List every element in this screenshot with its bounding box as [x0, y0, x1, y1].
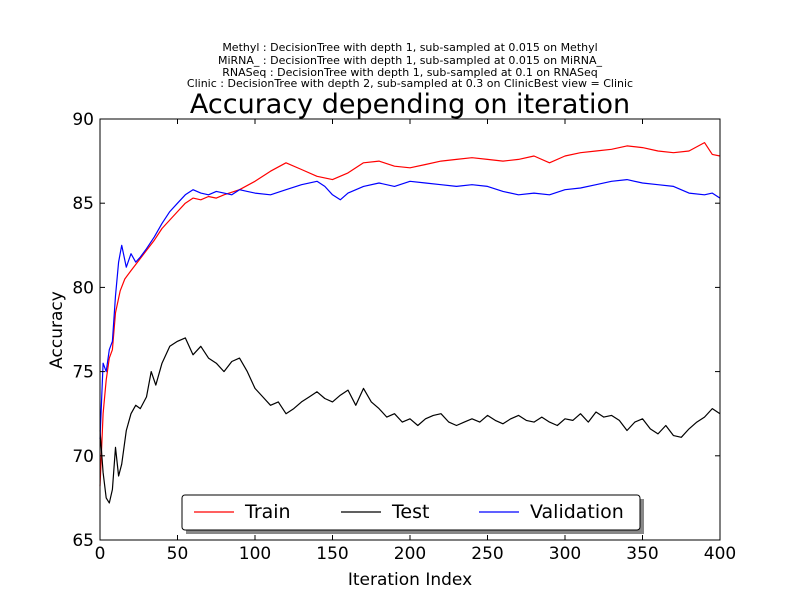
y-tick-label: 85 — [72, 194, 94, 214]
x-tick-label: 0 — [95, 544, 106, 564]
series-line-test — [99, 337, 721, 504]
y-tick-label: 80 — [72, 278, 94, 298]
x-tick-label: 150 — [316, 544, 348, 564]
y-tick-label: 65 — [72, 531, 94, 551]
chart-title: Accuracy depending on iteration — [190, 89, 630, 120]
subtitle-line-1: Methyl : DecisionTree with depth 1, sub-… — [222, 41, 597, 54]
legend-box — [181, 494, 641, 531]
x-tick-label: 50 — [167, 544, 189, 564]
tick-layer: 0 50 100 150 200 250 300 350 400 65 70 75 80 85 90 — [72, 110, 736, 564]
y-tick-label: 70 — [72, 447, 94, 467]
subtitle-line-3: RNASeq : DecisionTree with depth 1, sub-… — [222, 66, 597, 79]
y-tick-label: 75 — [72, 363, 94, 383]
series-layer — [99, 142, 721, 504]
subtitle-block: Methyl : DecisionTree with depth 1, sub-… — [187, 41, 633, 90]
subtitle-line-4: Clinic : DecisionTree with depth 2, sub-… — [187, 77, 633, 90]
legend: Train Test Validation — [181, 494, 644, 534]
x-tick-label: 200 — [394, 544, 426, 564]
y-axis-label: Accuracy — [47, 291, 67, 369]
legend-label-validation: Validation — [530, 501, 624, 523]
x-axis-label: Iteration Index — [348, 570, 472, 590]
y-tick-label: 90 — [72, 110, 94, 130]
x-tick-label: 300 — [549, 544, 581, 564]
x-tick-label: 400 — [704, 544, 736, 564]
series-line-validation — [99, 179, 721, 440]
x-tick-label: 250 — [471, 544, 503, 564]
subtitle-line-2: MiRNA_ : DecisionTree with depth 1, sub-… — [218, 54, 603, 67]
legend-label-test: Test — [391, 501, 429, 523]
x-tick-label: 100 — [239, 544, 271, 564]
x-tick-label: 350 — [626, 544, 658, 564]
plot-frame — [99, 118, 721, 541]
series-line-train — [99, 142, 721, 487]
legend-label-train: Train — [244, 501, 291, 523]
